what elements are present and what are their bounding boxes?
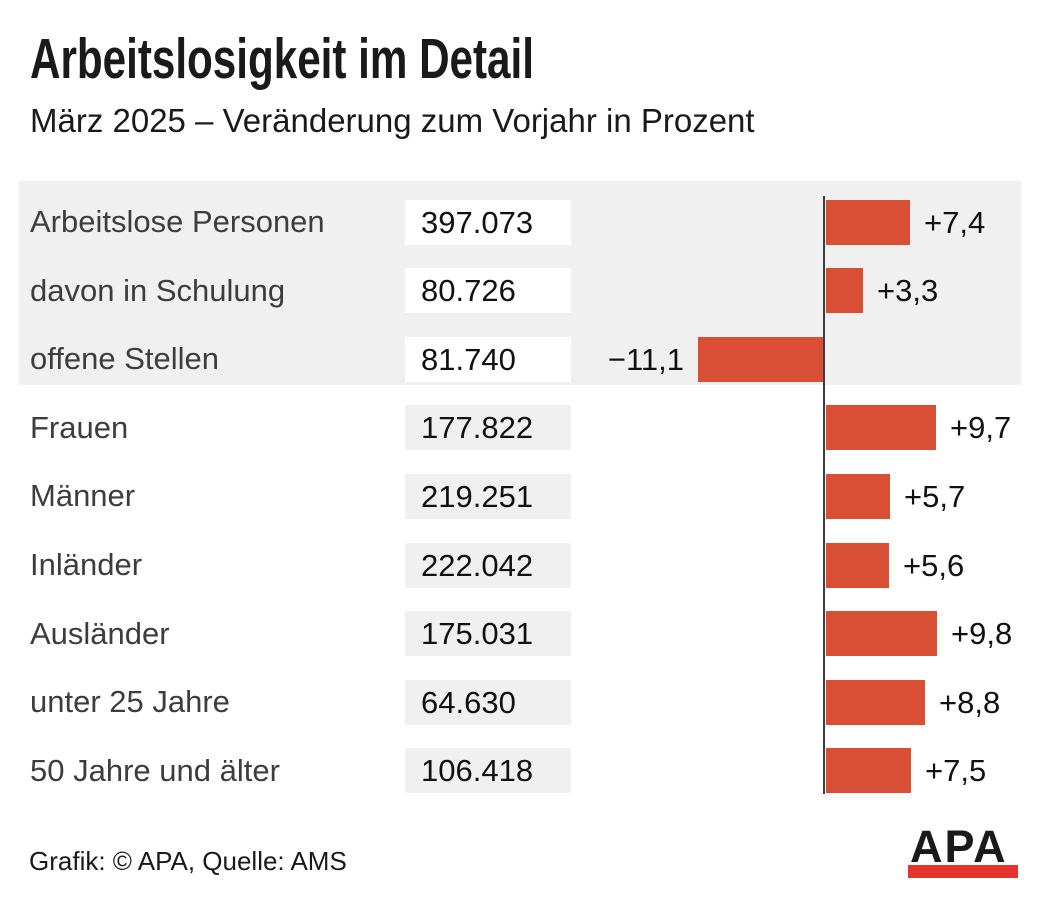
row-value-box: 177.822	[405, 405, 571, 451]
chart-row: Männer 219.251 +5,7	[0, 462, 1039, 531]
row-label: Ausländer	[30, 615, 170, 651]
row-change-label: +9,7	[950, 410, 1012, 446]
row-label: offene Stellen	[30, 341, 220, 377]
row-change-label: −11,1	[607, 341, 684, 377]
chart-row: Frauen 177.822 +9,7	[0, 393, 1039, 462]
row-value-box: 222.042	[405, 542, 571, 588]
row-change-bar	[826, 748, 911, 794]
credit-text: Grafik: © APA, Quelle: AMS	[29, 846, 347, 876]
row-change-bar	[826, 542, 889, 588]
row-value-box: 80.726	[405, 268, 571, 314]
chart-row: Arbeitslose Personen 397.073 +7,4	[0, 188, 1039, 257]
chart-row: offene Stellen 81.740 −11,1	[0, 325, 1039, 394]
row-label: 50 Jahre und älter	[30, 752, 280, 788]
apa-logo-red-bar	[908, 865, 1018, 878]
chart-subtitle: März 2025 – Veränderung zum Vorjahr in P…	[30, 102, 755, 139]
row-change-bar	[826, 268, 863, 314]
row-value-box: 397.073	[405, 199, 571, 245]
chart-row: davon in Schulung 80.726 +3,3	[0, 256, 1039, 325]
row-change-bar	[698, 336, 823, 382]
row-label: Arbeitslose Personen	[30, 204, 325, 239]
row-label: Inländer	[30, 547, 143, 582]
chart-title: Arbeitslosigkeit im Detail	[30, 27, 534, 91]
row-change-label: +5,6	[903, 547, 965, 583]
apa-logo-wordmark: APA	[910, 821, 1008, 872]
chart-row: Ausländer 175.031 +9,8	[0, 599, 1039, 668]
row-label: davon in Schulung	[30, 272, 286, 308]
zero-axis-line	[823, 196, 825, 794]
row-change-bar	[826, 679, 925, 725]
apa-logo: APA	[908, 820, 1020, 880]
row-change-bar	[826, 473, 890, 519]
row-change-bar	[826, 405, 936, 451]
row-label: Männer	[30, 478, 136, 514]
row-change-label: +7,4	[924, 204, 986, 240]
row-value-box: 81.740	[405, 336, 571, 382]
row-change-label: +7,5	[925, 753, 987, 789]
row-change-label: +8,8	[939, 684, 1001, 720]
row-value-box: 175.031	[405, 611, 571, 657]
row-change-bar	[826, 611, 937, 657]
chart-row: unter 25 Jahre 64.630 +8,8	[0, 668, 1039, 737]
row-value-box: 106.418	[405, 748, 571, 794]
row-change-label: +3,3	[877, 273, 939, 309]
row-change-label: +9,8	[951, 616, 1013, 652]
row-value-box: 219.251	[405, 473, 571, 519]
row-label: unter 25 Jahre	[30, 684, 230, 720]
row-change-label: +5,7	[904, 478, 966, 514]
chart-row: Inländer 222.042 +5,6	[0, 531, 1039, 600]
chart-row: 50 Jahre und älter 106.418 +7,5	[0, 736, 1039, 805]
row-label: Frauen	[30, 409, 129, 445]
row-change-bar	[826, 199, 910, 245]
row-value-box: 64.630	[405, 679, 571, 725]
